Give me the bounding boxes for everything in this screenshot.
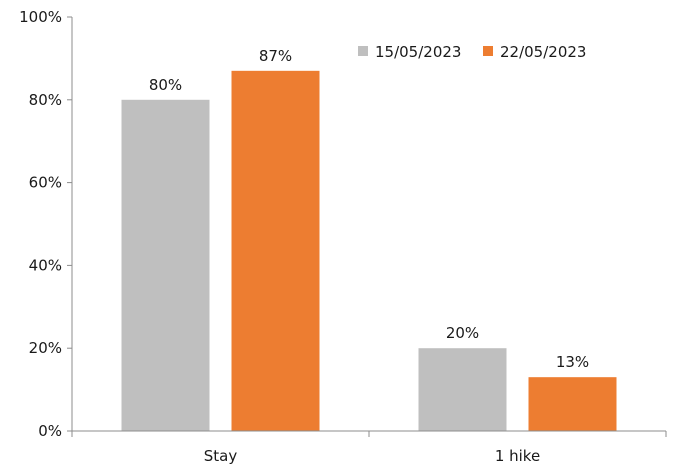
data-label: 13% <box>556 353 589 371</box>
y-axis-ticks: 0% 20% 40% 60% 80% 100% <box>19 8 72 440</box>
bar-series1-1 <box>418 348 507 431</box>
legend-swatch <box>358 46 368 56</box>
legend: 15/05/2023 22/05/2023 <box>358 43 586 61</box>
bar-series2-0 <box>231 70 320 431</box>
y-tick-label: 20% <box>29 339 62 357</box>
legend-label: 15/05/2023 <box>375 43 461 61</box>
y-tick-label: 60% <box>29 174 62 192</box>
y-tick-label: 100% <box>19 8 62 26</box>
bars <box>121 70 617 432</box>
x-category-label: Stay <box>204 447 238 465</box>
data-label: 20% <box>446 324 479 342</box>
x-axis: Stay 1 hike <box>71 430 667 465</box>
y-tick-label: 80% <box>29 91 62 109</box>
legend-swatch <box>483 46 493 56</box>
bar-series1-0 <box>121 99 210 432</box>
bar-series2-1 <box>528 377 617 431</box>
x-category-label: 1 hike <box>495 447 540 465</box>
y-tick-label: 0% <box>38 422 62 440</box>
data-label: 87% <box>259 47 292 65</box>
legend-label: 22/05/2023 <box>500 43 586 61</box>
y-tick-label: 40% <box>29 256 62 274</box>
data-labels: 80% 87% 20% 13% <box>149 47 589 371</box>
data-label: 80% <box>149 76 182 94</box>
